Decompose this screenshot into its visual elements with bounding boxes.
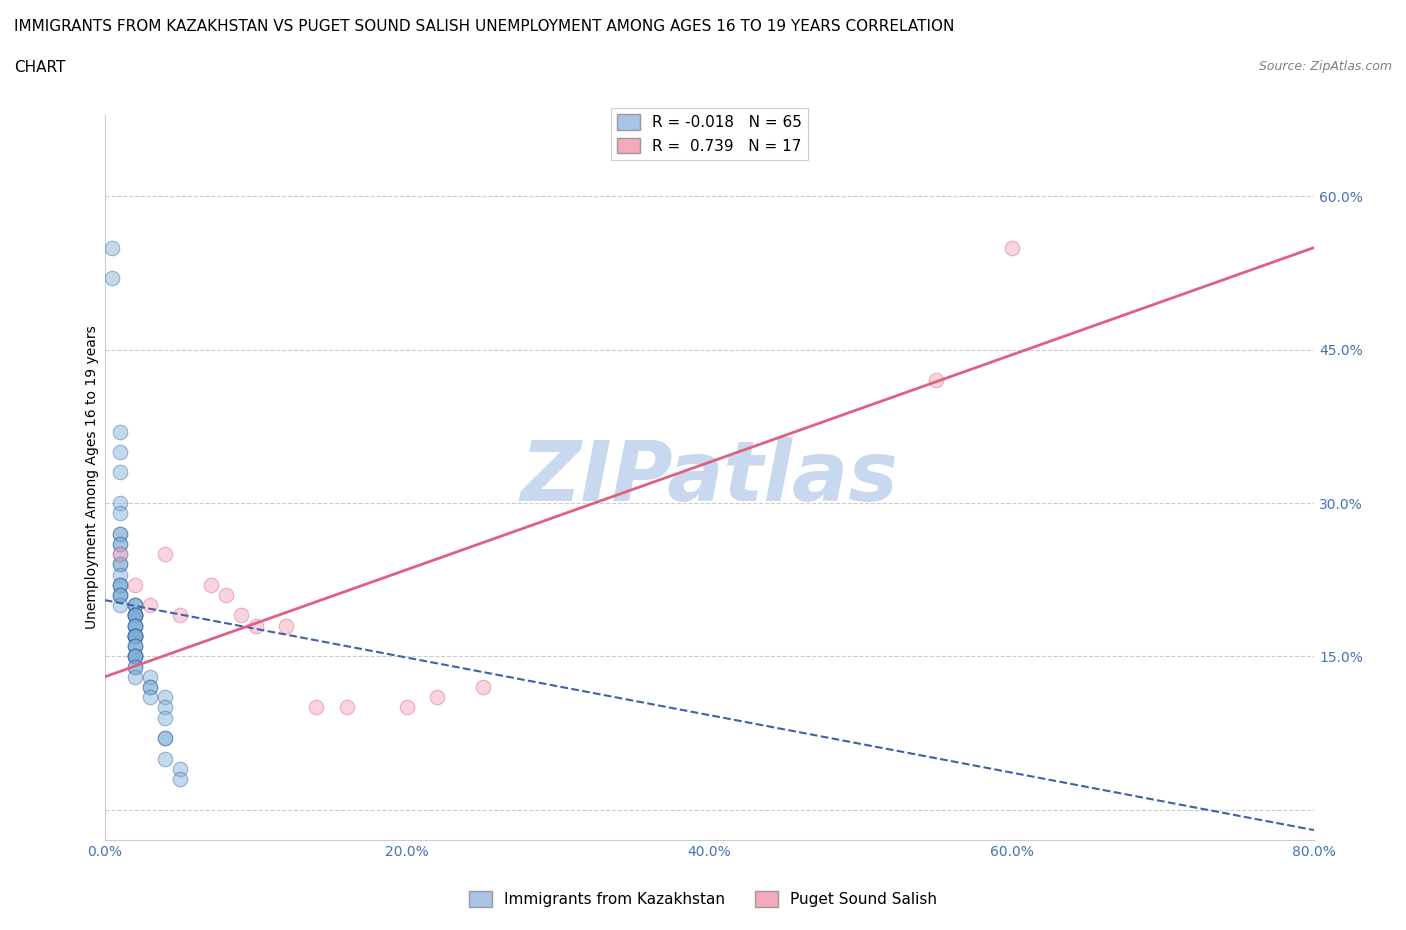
- Point: [108, 496, 131, 511]
- Point: [108, 588, 131, 603]
- Point: [124, 629, 146, 644]
- Point: [124, 608, 146, 623]
- Point: [124, 598, 146, 613]
- Point: [155, 711, 177, 725]
- Point: [124, 618, 146, 633]
- Point: [200, 578, 222, 592]
- Point: [108, 578, 131, 592]
- Point: [124, 618, 146, 633]
- Point: [124, 629, 146, 644]
- Point: [108, 547, 131, 562]
- Point: [124, 659, 146, 674]
- Point: [124, 639, 146, 654]
- Point: [101, 240, 124, 255]
- Point: [155, 690, 177, 705]
- Point: [124, 639, 146, 654]
- Point: [124, 649, 146, 664]
- Point: [139, 690, 162, 705]
- Point: [169, 762, 191, 777]
- Point: [108, 578, 131, 592]
- Point: [155, 700, 177, 715]
- Point: [139, 598, 162, 613]
- Text: Source: ZipAtlas.com: Source: ZipAtlas.com: [1258, 60, 1392, 73]
- Point: [124, 608, 146, 623]
- Point: [108, 537, 131, 551]
- Point: [108, 506, 131, 521]
- Point: [169, 608, 191, 623]
- Point: [305, 700, 328, 715]
- Point: [108, 557, 131, 572]
- Point: [124, 649, 146, 664]
- Point: [124, 608, 146, 623]
- Point: [124, 629, 146, 644]
- Point: [124, 618, 146, 633]
- Point: [124, 649, 146, 664]
- Point: [108, 445, 131, 459]
- Point: [139, 680, 162, 695]
- Point: [124, 618, 146, 633]
- Point: [108, 557, 131, 572]
- Point: [245, 618, 267, 633]
- Point: [276, 618, 298, 633]
- Point: [139, 680, 162, 695]
- Point: [155, 731, 177, 746]
- Point: [155, 751, 177, 766]
- Point: [108, 598, 131, 613]
- Point: [229, 608, 252, 623]
- Point: [108, 588, 131, 603]
- Point: [124, 578, 146, 592]
- Point: [124, 629, 146, 644]
- Point: [426, 690, 449, 705]
- Point: [124, 629, 146, 644]
- Point: [124, 629, 146, 644]
- Y-axis label: Unemployment Among Ages 16 to 19 years: Unemployment Among Ages 16 to 19 years: [86, 326, 100, 630]
- Point: [101, 271, 124, 286]
- Point: [124, 629, 146, 644]
- Point: [124, 649, 146, 664]
- Point: [139, 670, 162, 684]
- Point: [108, 588, 131, 603]
- Point: [124, 659, 146, 674]
- Point: [155, 547, 177, 562]
- Point: [108, 547, 131, 562]
- Legend: R = -0.018   N = 65, R =  0.739   N = 17: R = -0.018 N = 65, R = 0.739 N = 17: [610, 108, 808, 160]
- Point: [108, 537, 131, 551]
- Point: [108, 465, 131, 480]
- Point: [108, 424, 131, 439]
- Point: [124, 598, 146, 613]
- Point: [155, 731, 177, 746]
- Point: [108, 526, 131, 541]
- Point: [925, 373, 948, 388]
- Legend: Immigrants from Kazakhstan, Puget Sound Salish: Immigrants from Kazakhstan, Puget Sound …: [463, 884, 943, 913]
- Point: [169, 772, 191, 787]
- Point: [396, 700, 419, 715]
- Point: [124, 639, 146, 654]
- Point: [108, 567, 131, 582]
- Point: [471, 680, 494, 695]
- Point: [124, 649, 146, 664]
- Point: [124, 608, 146, 623]
- Point: [108, 578, 131, 592]
- Text: IMMIGRANTS FROM KAZAKHSTAN VS PUGET SOUND SALISH UNEMPLOYMENT AMONG AGES 16 TO 1: IMMIGRANTS FROM KAZAKHSTAN VS PUGET SOUN…: [14, 19, 955, 33]
- Text: CHART: CHART: [14, 60, 66, 75]
- Point: [124, 670, 146, 684]
- Point: [336, 700, 359, 715]
- Point: [124, 608, 146, 623]
- Point: [215, 588, 238, 603]
- Text: ZIPatlas: ZIPatlas: [520, 437, 898, 518]
- Point: [124, 598, 146, 613]
- Point: [108, 526, 131, 541]
- Point: [1001, 240, 1024, 255]
- Point: [124, 608, 146, 623]
